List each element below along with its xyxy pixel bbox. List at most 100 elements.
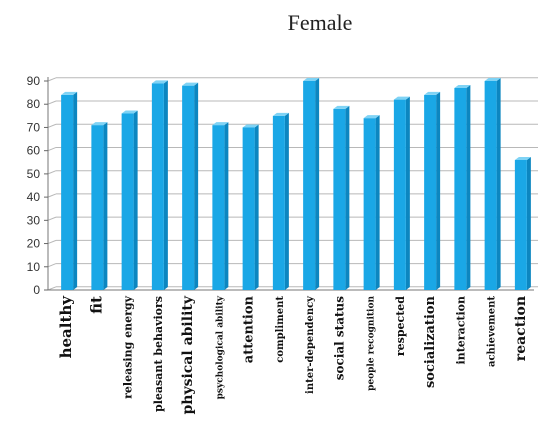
bar-side bbox=[284, 112, 289, 290]
bar bbox=[61, 91, 78, 290]
bar-side bbox=[224, 122, 229, 290]
gridline-side bbox=[47, 100, 57, 105]
bar-top bbox=[484, 78, 501, 81]
y-tick-label: 30 bbox=[27, 213, 41, 227]
bar bbox=[182, 82, 199, 291]
x-tick-label: respected bbox=[394, 296, 407, 356]
bar-side bbox=[526, 156, 531, 290]
y-tick-label: 70 bbox=[27, 120, 41, 134]
bar-top bbox=[242, 124, 259, 128]
x-tick-label: socialization bbox=[423, 295, 438, 388]
bar-front bbox=[303, 81, 316, 290]
bar-front bbox=[363, 118, 376, 291]
bar-top bbox=[91, 122, 108, 126]
bar-side bbox=[194, 82, 199, 291]
bar-front bbox=[182, 85, 195, 291]
y-tick-label: 60 bbox=[27, 144, 41, 158]
bar-front bbox=[151, 83, 164, 290]
bars bbox=[61, 78, 531, 291]
bar bbox=[484, 78, 501, 290]
bar-front bbox=[514, 159, 527, 290]
x-tick-label: healthy bbox=[57, 295, 75, 359]
y-tick-label: 50 bbox=[27, 167, 41, 181]
x-tick-label: fit bbox=[87, 296, 105, 314]
bar bbox=[121, 110, 138, 290]
bar bbox=[363, 115, 380, 291]
bar-top bbox=[272, 112, 289, 116]
x-tick-label: physical ability bbox=[180, 295, 196, 414]
bar-top bbox=[454, 84, 471, 88]
x-tick-label: interaction bbox=[454, 296, 467, 364]
bar-top bbox=[393, 96, 410, 100]
gridline-side bbox=[47, 170, 57, 175]
bar-side bbox=[345, 105, 350, 290]
gridline-side bbox=[47, 147, 57, 152]
bar-side bbox=[436, 91, 441, 290]
bar bbox=[151, 80, 168, 290]
bar-top bbox=[61, 91, 78, 95]
bar-side bbox=[315, 78, 320, 290]
bar-top bbox=[333, 105, 350, 109]
bar-front bbox=[333, 108, 346, 290]
bar-side bbox=[133, 110, 138, 290]
bar-top bbox=[121, 110, 138, 114]
bar-side bbox=[73, 91, 78, 290]
bar-front bbox=[272, 115, 285, 290]
bar-front bbox=[212, 125, 225, 290]
y-tick-label: 20 bbox=[27, 237, 41, 251]
bar-front bbox=[484, 81, 497, 290]
x-tick-label: people recognition bbox=[367, 296, 377, 391]
bar-side bbox=[254, 124, 259, 290]
x-tick-label: achievement bbox=[487, 296, 498, 367]
bar-side bbox=[405, 96, 410, 290]
bar bbox=[91, 122, 108, 290]
bar-front bbox=[393, 99, 406, 290]
x-tick-label: reaction bbox=[513, 296, 529, 361]
gridline-side bbox=[47, 263, 57, 268]
bar-side bbox=[496, 78, 501, 290]
bar-top bbox=[212, 122, 229, 126]
bar bbox=[272, 112, 289, 290]
x-tick-label: inter-dependency bbox=[305, 295, 316, 394]
bar-top bbox=[151, 80, 168, 84]
x-tick-label: compliment bbox=[275, 296, 286, 363]
x-tick-label: pleasant behaviors bbox=[152, 296, 165, 412]
bar-side bbox=[163, 80, 168, 290]
bar bbox=[242, 124, 259, 290]
bar bbox=[393, 96, 410, 290]
gridline-side bbox=[47, 193, 57, 198]
gridline-side bbox=[47, 286, 57, 291]
y-tick-label: 90 bbox=[27, 74, 41, 88]
bar-front bbox=[61, 94, 74, 290]
gridline-side bbox=[47, 77, 57, 82]
bar-front bbox=[121, 113, 134, 290]
bar-top bbox=[514, 156, 531, 160]
gridline-side bbox=[47, 123, 57, 128]
y-tick-label: 80 bbox=[27, 97, 41, 111]
gridline-side bbox=[47, 239, 57, 245]
bar bbox=[333, 105, 350, 290]
y-axis-ticks: 0 10 20 30 40 50 60 70 80 90 bbox=[27, 74, 48, 297]
bar bbox=[514, 156, 531, 290]
bar bbox=[454, 84, 471, 290]
gridline-side bbox=[47, 216, 57, 221]
bar-side bbox=[375, 115, 380, 291]
bar-front bbox=[424, 94, 437, 290]
y-tick-label: 0 bbox=[33, 283, 40, 297]
x-tick-label: social status bbox=[332, 296, 346, 380]
bar bbox=[212, 122, 229, 290]
x-tick-label: releasing energy bbox=[122, 295, 135, 398]
bar-front bbox=[242, 127, 255, 290]
y-tick-label: 40 bbox=[27, 190, 41, 204]
bar-top bbox=[182, 82, 199, 86]
bar-front bbox=[91, 125, 104, 290]
x-tick-label: attention bbox=[242, 295, 257, 363]
bar-top bbox=[424, 91, 441, 95]
y-tick-label: 10 bbox=[27, 260, 41, 274]
bar-top bbox=[363, 115, 380, 119]
bar-side bbox=[103, 122, 108, 290]
x-axis-ticks: healthy fit releasing energy pleasant behav… bbox=[57, 295, 529, 415]
bar-top bbox=[303, 78, 320, 81]
bar bbox=[303, 78, 320, 290]
